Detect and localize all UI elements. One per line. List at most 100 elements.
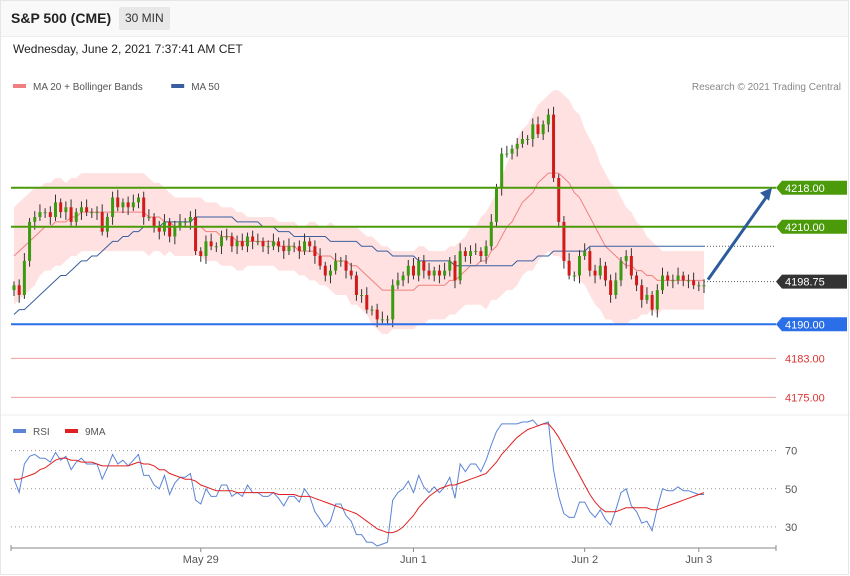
support-label: 4175.00 — [785, 392, 825, 404]
candle-body — [297, 246, 301, 252]
candle-body — [116, 197, 120, 208]
candle-body — [64, 207, 68, 213]
candle-body — [676, 275, 680, 281]
candle-body — [349, 270, 353, 276]
candle-body — [635, 275, 639, 286]
rsi-legend-swatch — [65, 429, 78, 433]
x-tick-label: Jun 2 — [571, 554, 598, 566]
rsi-ma9-line — [14, 423, 705, 534]
candle-body — [531, 124, 535, 139]
candle-body — [515, 143, 519, 149]
candle-body — [79, 207, 83, 213]
candle-body — [220, 236, 224, 247]
candle-body — [577, 256, 581, 276]
rsi-line — [13, 419, 704, 547]
candle-body — [230, 236, 234, 247]
candle-body — [463, 251, 467, 256]
resistance-tag — [776, 219, 847, 234]
candle-body — [54, 202, 58, 217]
candle-body — [199, 251, 203, 256]
candle-body — [43, 212, 47, 214]
candle-body — [380, 319, 384, 321]
candle-body — [137, 197, 141, 203]
candle-body — [427, 270, 431, 276]
resistance-label: 4218.00 — [785, 183, 825, 195]
legend-label: MA 20 + Bollinger Bands — [33, 82, 143, 93]
candle-body — [650, 295, 654, 310]
candle-body — [666, 275, 670, 281]
timeframe-button[interactable]: 30 MIN — [119, 7, 170, 30]
instrument-title: S&P 500 (CME) — [11, 10, 112, 26]
candle-body — [183, 221, 187, 223]
candle-body — [17, 285, 21, 295]
candle-body — [484, 246, 488, 256]
candle-body — [541, 124, 545, 135]
candle-body — [546, 114, 550, 125]
candle-body — [619, 260, 623, 281]
candle-body — [500, 153, 504, 188]
candle-body — [702, 285, 706, 287]
candle-body — [28, 221, 32, 261]
candle-body — [598, 265, 602, 276]
candle-body — [339, 260, 343, 262]
candle-body — [95, 212, 99, 214]
candle-body — [655, 290, 659, 310]
candle-body — [671, 280, 675, 282]
forecast-arrow-shaft — [706, 193, 770, 281]
candle-body — [157, 226, 161, 232]
candle-body — [308, 241, 312, 247]
candle-body — [422, 260, 426, 271]
chart-datetime: Wednesday, June 2, 2021 7:37:41 AM CET — [13, 42, 243, 56]
candle-body — [562, 221, 566, 261]
candle-body — [593, 270, 597, 276]
candle-body — [505, 153, 509, 155]
candle-body — [209, 241, 213, 247]
candle-body — [105, 217, 109, 232]
legend-swatch — [13, 84, 26, 88]
candle-body — [292, 246, 296, 248]
candle-body — [22, 260, 26, 295]
candle-body — [313, 246, 317, 256]
forecast-arrow-head — [760, 187, 772, 201]
candle-body — [90, 212, 94, 214]
candle-body — [681, 275, 685, 281]
candle-body — [100, 212, 104, 232]
candle-body — [640, 285, 644, 300]
candle-body — [536, 124, 540, 135]
candle-body — [526, 139, 530, 140]
rsi-tick-label: 70 — [785, 446, 797, 458]
candle-body — [12, 285, 16, 291]
candle-body — [614, 280, 618, 295]
candle-body — [59, 202, 63, 213]
candle-body — [624, 256, 628, 261]
legend-label: MA 50 — [191, 82, 220, 93]
candle-body — [520, 139, 524, 144]
candle-body — [443, 270, 447, 276]
candle-body — [121, 202, 125, 208]
candle-body — [552, 114, 556, 178]
candle-body — [557, 178, 561, 222]
candle-body — [401, 275, 405, 281]
rsi-legend-label: 9MA — [85, 427, 106, 438]
candle-body — [365, 295, 369, 310]
candle-body — [603, 265, 607, 281]
candle-body — [370, 309, 374, 311]
candle-body — [489, 221, 493, 247]
candle-body — [391, 285, 395, 320]
candle-body — [386, 319, 390, 321]
candle-body — [510, 148, 514, 154]
candle-body — [147, 217, 151, 218]
candle-body — [406, 265, 410, 276]
candle-body — [334, 260, 338, 271]
candle-body — [256, 241, 260, 243]
candle-body — [287, 246, 291, 252]
candle-body — [303, 241, 307, 252]
candle-body — [588, 251, 592, 271]
rsi-tick-label: 50 — [785, 484, 797, 496]
candle-body — [318, 256, 322, 266]
candle-body — [567, 260, 571, 276]
candle-body — [572, 275, 576, 277]
ma50-line — [13, 216, 704, 315]
credit-label: Research © 2021 Trading Central — [692, 82, 841, 93]
